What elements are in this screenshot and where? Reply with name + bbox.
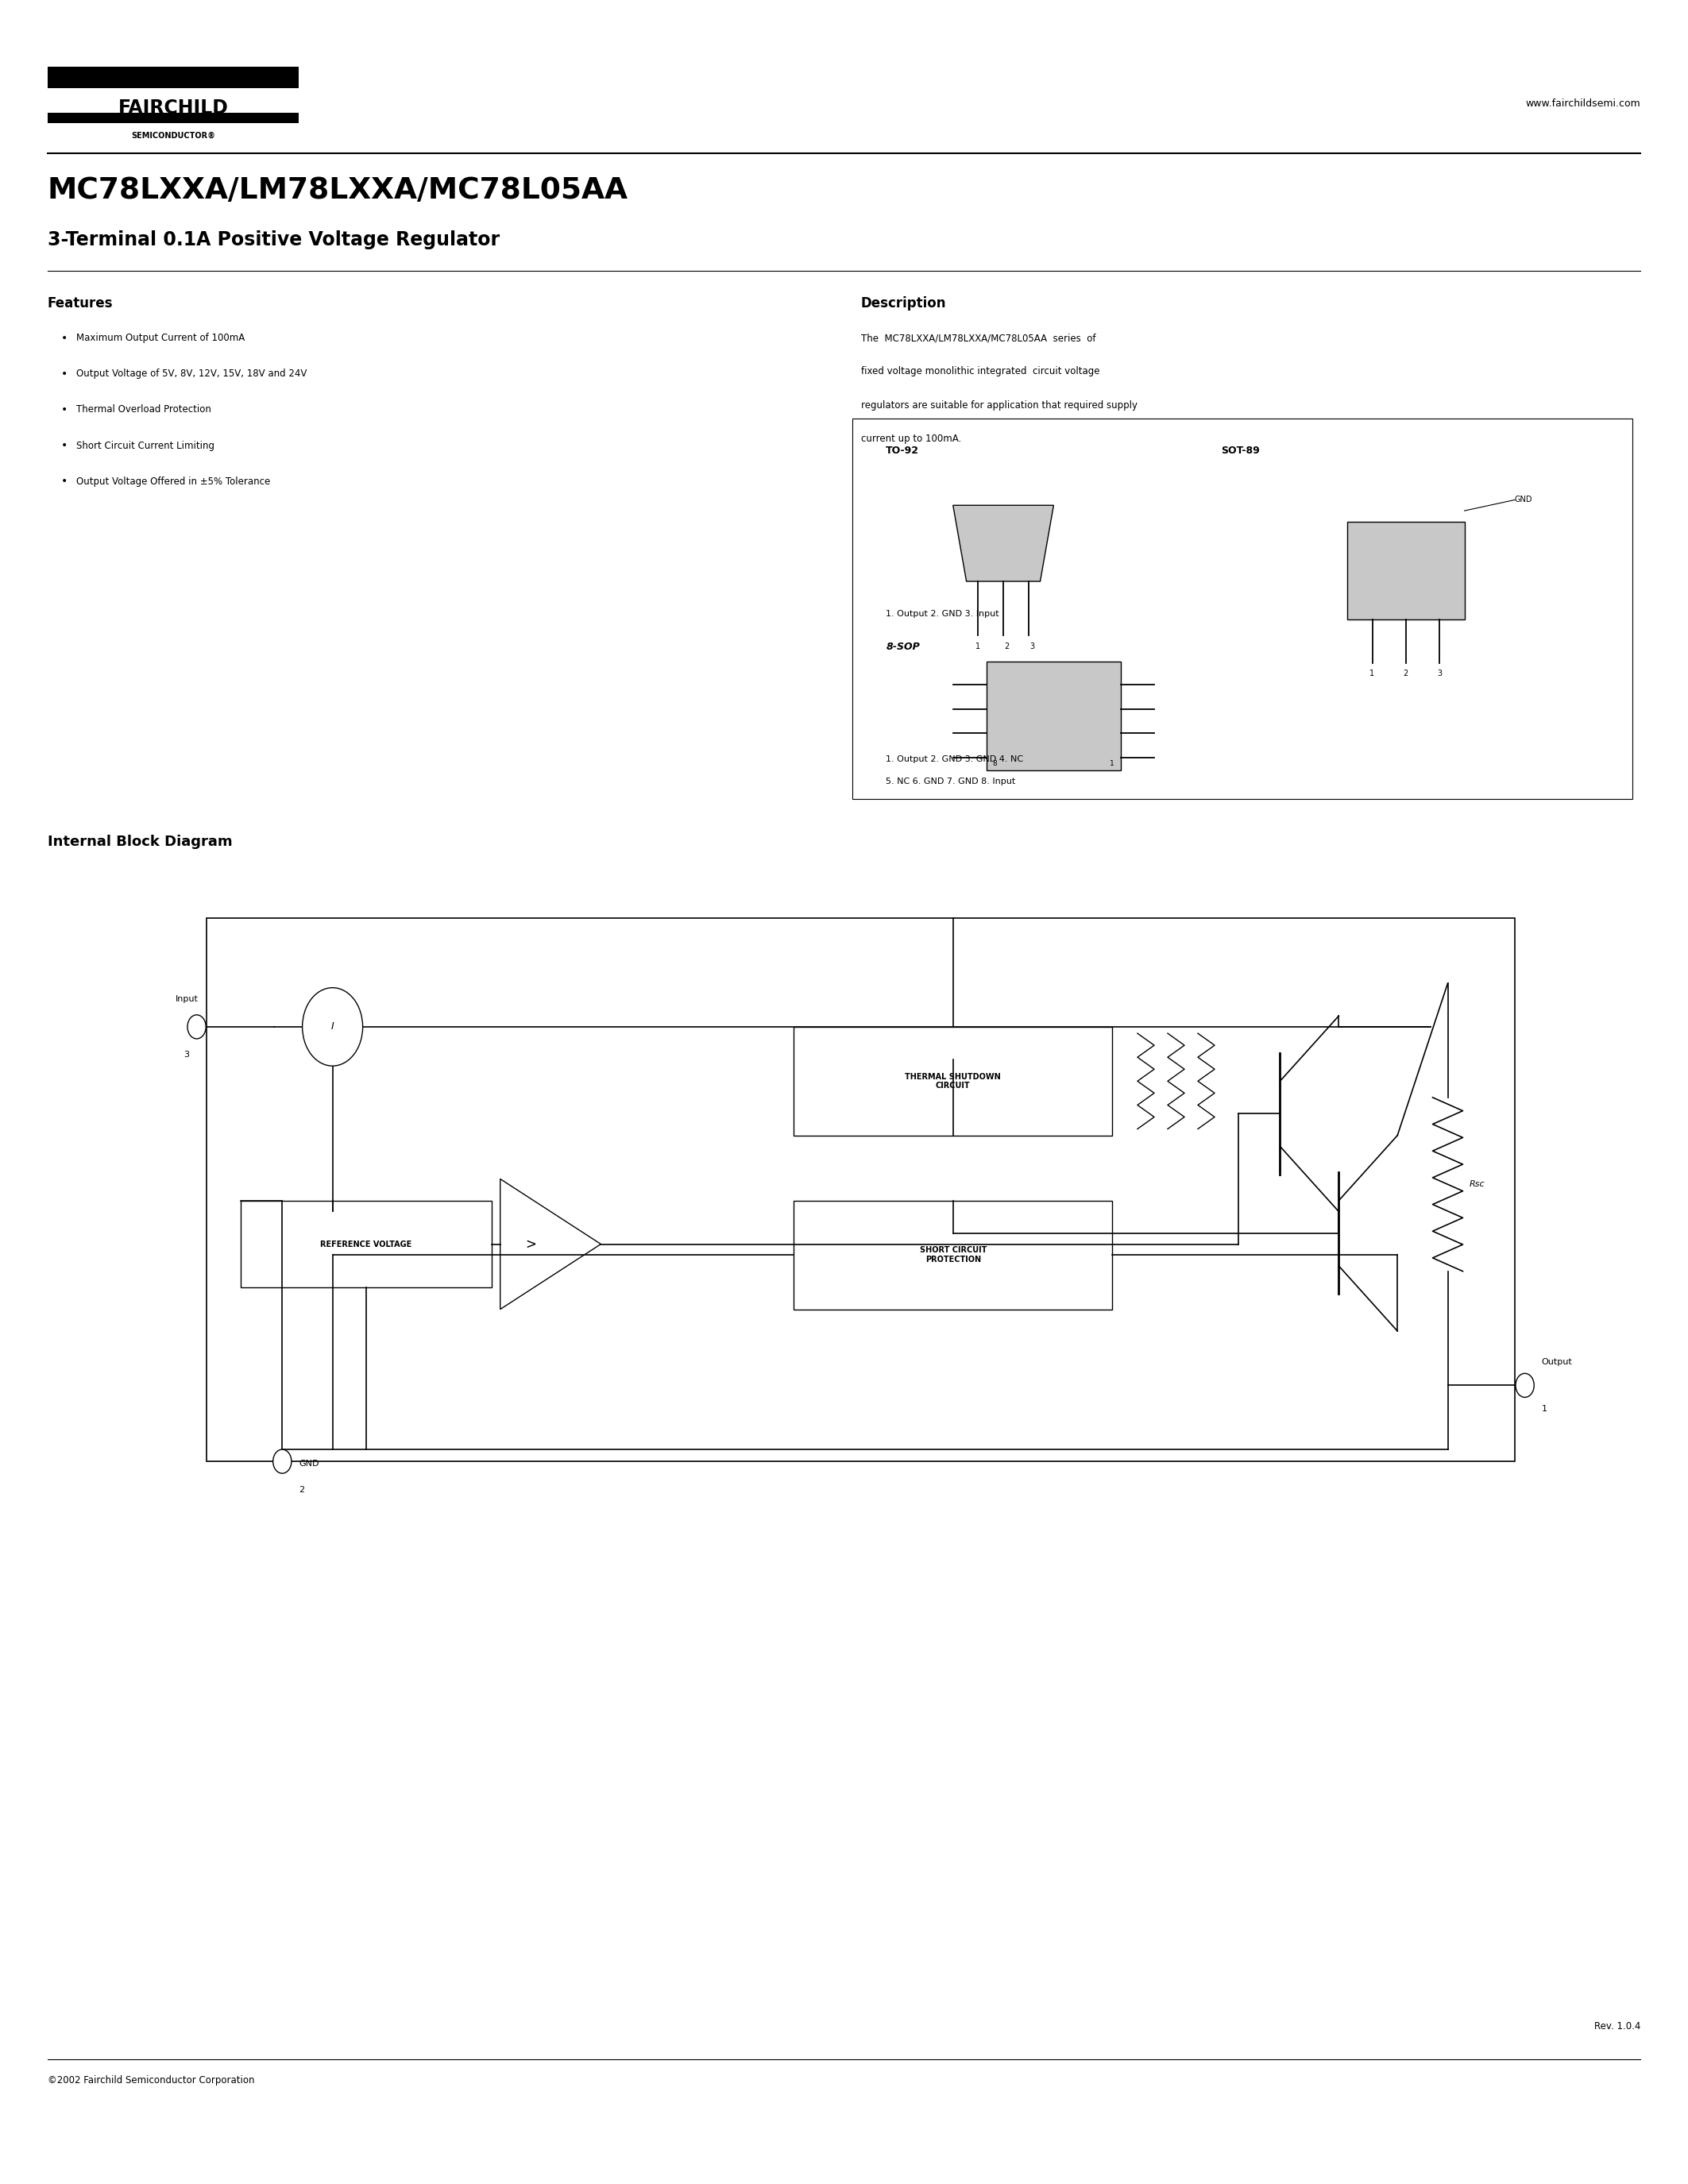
Text: MC78LXXA/LM78LXXA/MC78L05AA: MC78LXXA/LM78LXXA/MC78L05AA: [47, 177, 628, 205]
Text: •: •: [61, 439, 68, 452]
Text: Maximum Output Current of 100mA: Maximum Output Current of 100mA: [76, 332, 245, 343]
Text: 3: 3: [1030, 642, 1035, 651]
Bar: [1347, 522, 1465, 620]
Text: 2: 2: [1004, 642, 1009, 651]
Text: GND: GND: [299, 1459, 319, 1468]
Text: 3: 3: [184, 1051, 189, 1059]
Text: 5. NC 6. GND 7. GND 8. Input: 5. NC 6. GND 7. GND 8. Input: [886, 778, 1016, 786]
Text: •: •: [61, 404, 68, 415]
Text: REFERENCE VOLTAGE: REFERENCE VOLTAGE: [321, 1241, 412, 1247]
Text: 1. Output 2. GND 3. Input: 1. Output 2. GND 3. Input: [886, 609, 999, 618]
Bar: [206, 917, 1514, 1461]
Text: ©2002 Fairchild Semiconductor Corporation: ©2002 Fairchild Semiconductor Corporatio…: [47, 2075, 255, 2086]
Bar: [852, 419, 1632, 799]
Circle shape: [302, 987, 363, 1066]
Bar: [793, 1026, 1112, 1136]
Text: Internal Block Diagram: Internal Block Diagram: [47, 834, 233, 850]
Text: current up to 100mA.: current up to 100mA.: [861, 435, 960, 443]
Text: 3: 3: [1436, 668, 1442, 677]
Text: regulators are suitable for application that required supply: regulators are suitable for application …: [861, 400, 1138, 411]
Text: 3-Terminal 0.1A Positive Voltage Regulator: 3-Terminal 0.1A Positive Voltage Regulat…: [47, 232, 500, 249]
Text: •: •: [61, 369, 68, 380]
Bar: [47, 114, 299, 122]
Text: •: •: [61, 476, 68, 487]
Circle shape: [187, 1016, 206, 1040]
Text: Input: Input: [176, 996, 197, 1002]
Text: Output Voltage Offered in ±5% Tolerance: Output Voltage Offered in ±5% Tolerance: [76, 476, 270, 487]
Text: Output: Output: [1541, 1358, 1573, 1365]
Text: www.fairchildsemi.com: www.fairchildsemi.com: [1526, 98, 1641, 109]
Text: 1: 1: [1111, 760, 1114, 767]
Text: 1. Output 2. GND 3. GND 4. NC: 1. Output 2. GND 3. GND 4. NC: [886, 756, 1023, 764]
Text: Short Circuit Current Limiting: Short Circuit Current Limiting: [76, 441, 214, 450]
Text: SEMICONDUCTOR®: SEMICONDUCTOR®: [132, 131, 216, 140]
Text: TO-92: TO-92: [886, 446, 920, 456]
Text: 8: 8: [993, 760, 998, 767]
Text: 1: 1: [1371, 668, 1374, 677]
Bar: [47, 66, 299, 87]
Text: Rsc: Rsc: [1470, 1179, 1485, 1188]
Text: 2: 2: [1403, 668, 1408, 677]
Polygon shape: [954, 505, 1053, 581]
Bar: [986, 662, 1121, 771]
Bar: [793, 1201, 1112, 1308]
Text: Thermal Overload Protection: Thermal Overload Protection: [76, 404, 211, 415]
Bar: [240, 1201, 491, 1289]
Text: SHORT CIRCUIT
PROTECTION: SHORT CIRCUIT PROTECTION: [920, 1247, 986, 1265]
Text: GND: GND: [1514, 496, 1533, 505]
Polygon shape: [500, 1179, 601, 1308]
Text: 8-SOP: 8-SOP: [886, 642, 920, 651]
Circle shape: [273, 1450, 292, 1474]
Text: Rev. 1.0.4: Rev. 1.0.4: [1593, 2020, 1641, 2031]
Text: Description: Description: [861, 297, 947, 310]
Text: FAIRCHILD: FAIRCHILD: [118, 98, 228, 118]
Text: >: >: [525, 1236, 537, 1251]
Text: •: •: [61, 332, 68, 343]
Text: Output Voltage of 5V, 8V, 12V, 15V, 18V and 24V: Output Voltage of 5V, 8V, 12V, 15V, 18V …: [76, 369, 307, 380]
Text: I: I: [331, 1022, 334, 1033]
Text: 2: 2: [299, 1485, 304, 1494]
Text: 1: 1: [976, 642, 981, 651]
Text: SOT-89: SOT-89: [1222, 446, 1259, 456]
Text: THERMAL SHUTDOWN
CIRCUIT: THERMAL SHUTDOWN CIRCUIT: [905, 1072, 1001, 1090]
Text: The  MC78LXXA/LM78LXXA/MC78L05AA  series  of: The MC78LXXA/LM78LXXA/MC78L05AA series o…: [861, 332, 1096, 343]
Text: Features: Features: [47, 297, 113, 310]
Text: fixed voltage monolithic integrated  circuit voltage: fixed voltage monolithic integrated circ…: [861, 367, 1099, 378]
Circle shape: [1516, 1374, 1534, 1398]
Text: 1: 1: [1541, 1404, 1548, 1413]
